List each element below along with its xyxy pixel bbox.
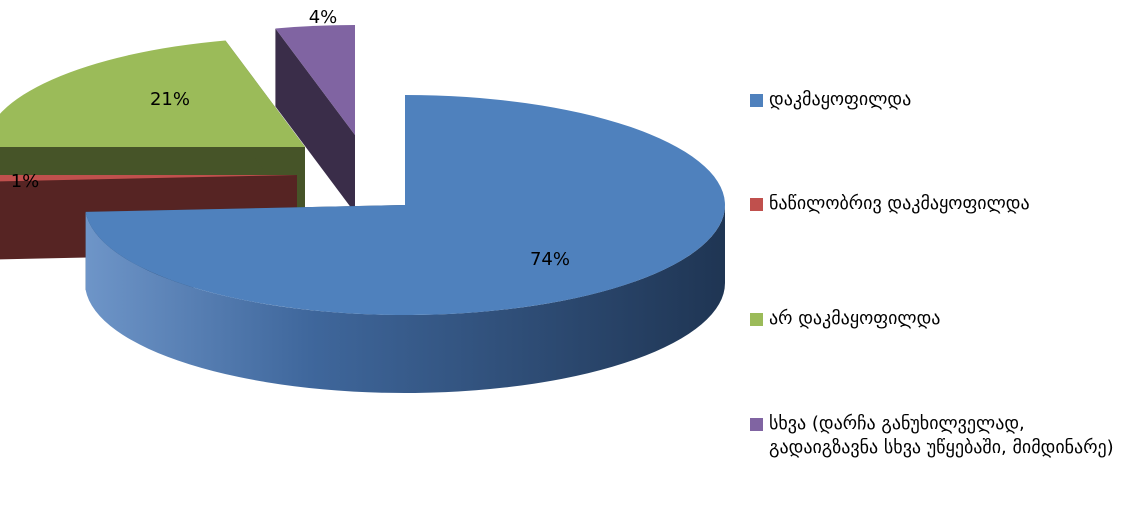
legend-item-4: სხვა (დარჩა განუხილველად, გადაიგზავნა სხ… (750, 412, 1131, 460)
pie-slice-side (85, 205, 725, 393)
legend-label: სხვა (დარჩა განუხილველად, გადაიგზავნა სხ… (769, 413, 1114, 458)
pie-slice-3 (0, 40, 305, 147)
legend-label: დაკმაყოფილდა (769, 89, 912, 110)
data-label-1: 74% (530, 249, 570, 270)
legend-item-2: ნაწილობრივ დაკმაყოფილდა (750, 192, 1124, 216)
legend-swatch (750, 313, 763, 326)
pie-slice-4 (275, 25, 355, 135)
pie-slices (0, 25, 725, 393)
pie-slice-2 (0, 175, 297, 182)
legend-label: ნაწილობრივ დაკმაყოფილდა (769, 193, 1030, 214)
pie-slice-wall (275, 28, 355, 213)
data-label-3: 21% (150, 89, 190, 110)
pie-slice-1 (85, 95, 725, 315)
legend-swatch (750, 198, 763, 211)
pie-data-labels: 74% 1% 21% 4% (11, 7, 570, 270)
legend-item-3: არ დაკმაყოფილდა (750, 307, 1124, 331)
legend-label: არ დაკმაყოფილდა (769, 308, 941, 329)
legend-swatch (750, 94, 763, 107)
legend-swatch (750, 418, 763, 431)
data-label-2: 1% (11, 171, 40, 192)
data-label-4: 4% (309, 7, 338, 28)
legend-item-1: დაკმაყოფილდა (750, 88, 1124, 112)
